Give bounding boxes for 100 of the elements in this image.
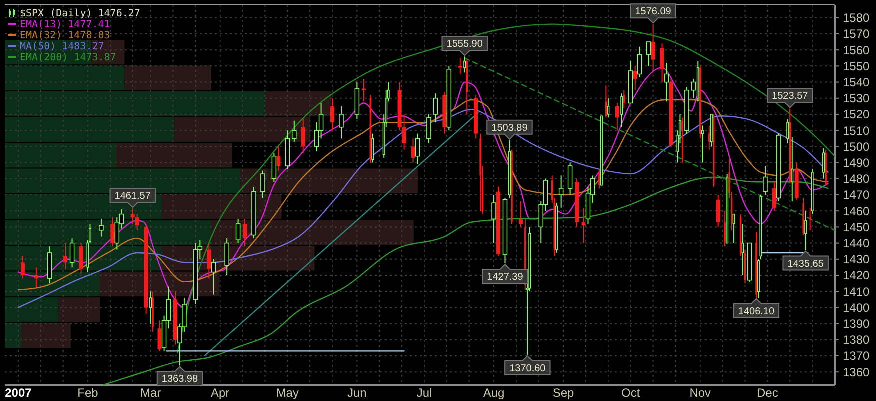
x-tick-label: Apr [211,386,230,400]
candlestick [99,218,104,238]
candlestick [620,93,624,128]
candlestick [701,125,704,164]
y-tick-label: 1550 [843,59,870,74]
candlestick [362,78,366,102]
candlestick [518,200,523,228]
y-tick-label: 1510 [843,124,870,138]
x-tick-label: Mar [140,386,162,400]
annotation: 1523.57 [772,91,809,102]
y-tick-label: 1400 [843,300,870,315]
candlestick [70,238,75,268]
candlestick [558,175,564,208]
y-tick-label: 1540 [843,75,870,90]
x-tick-label: May [276,386,299,400]
candlestick [633,66,638,91]
candlestick [110,217,115,248]
candlestick [582,207,586,244]
candlestick [372,133,374,164]
candlestick [260,170,266,199]
candlestick [211,258,216,296]
candlestick [224,238,230,276]
x-tick-label: Feb [78,386,99,400]
candlestick [426,114,432,144]
x-tick-label: Oct [622,386,641,400]
y-tick-label: 1360 [843,365,870,380]
candlestick [763,166,768,196]
candlestick [433,93,438,124]
legend-label: $SPX (Daily) 1476.27 [20,8,140,20]
candlestick [79,242,84,274]
legend-label: EMA(32) 1478.03 [20,30,110,42]
candlestick [732,214,736,244]
y-tick-label: 1560 [843,43,870,58]
candlestick [402,114,406,150]
candlestick [637,46,642,78]
candlestick [20,256,25,280]
candlestick [804,210,808,251]
candlestick [458,58,462,75]
y-tick-label: 1370 [843,349,870,364]
y-tick-label: 1490 [843,156,870,170]
annotation: 1576.09 [635,6,672,18]
candlestick [664,62,670,102]
candlestick [464,56,466,74]
annotation: 1503.89 [492,122,528,134]
candlestick [158,320,162,352]
candlestick [34,266,38,289]
candlestick [130,208,135,224]
y-tick-label: 1390 [843,317,870,332]
candlestick [339,106,344,140]
candlestick [660,43,664,83]
candlestick [243,218,248,248]
y-tick-label: 1420 [843,268,870,283]
legend-label: EMA(13) 1477.41 [20,20,110,30]
candlestick [330,98,335,132]
candlestick [276,146,281,172]
annotation: 1555.90 [446,39,484,50]
annotation: 1363.98 [162,374,198,386]
candlestick [646,42,652,67]
candlestick [272,152,277,183]
y-tick-label: 1500 [843,140,870,154]
x-tick-label: Jul [416,386,432,400]
y-tick-label: 1440 [843,236,870,251]
x-tick-label: Aug [483,386,505,400]
annotation: 1370.60 [510,364,546,375]
candlestick [742,223,744,276]
candlestick [301,118,306,154]
candlestick [411,138,416,164]
candlestick [415,133,420,165]
bar [124,66,212,90]
candlestick [135,214,140,231]
legend-label: MA(50) 1483.27 [20,42,104,52]
y-tick-label: 1470 [843,188,870,202]
y-tick-label: 1380 [843,333,870,348]
candlestick [292,120,297,142]
candlestick [150,291,152,324]
candlestick [568,162,573,196]
x-tick-label: 2007 [5,386,32,400]
x-tick-label: Dec [757,386,778,400]
annotation: 1406.10 [738,306,775,318]
y-tick-label: 1430 [843,252,870,267]
annotation: 1427.39 [487,272,524,284]
line-series [177,24,836,354]
candlestick [615,102,620,132]
candlestick [207,242,212,280]
line-series [103,176,829,386]
y-tick-label: 1530 [843,92,870,106]
candlestick [236,218,241,244]
x-tick-label: Sep [552,386,575,400]
legend-label: EMA(200) 1473.87 [20,52,116,64]
x-tick-label: Jun [348,386,367,400]
y-tick-label: 1570 [843,27,870,42]
candlestick [791,136,794,202]
candlestick [64,242,68,270]
annotation: 1461.57 [114,191,152,202]
y-tick-label: 1450 [843,220,870,234]
candlestick [492,194,496,244]
candlestick [607,98,610,118]
y-tick-label: 1580 [843,11,870,26]
candlestick [822,148,826,180]
annotation: 1435.65 [788,258,824,270]
